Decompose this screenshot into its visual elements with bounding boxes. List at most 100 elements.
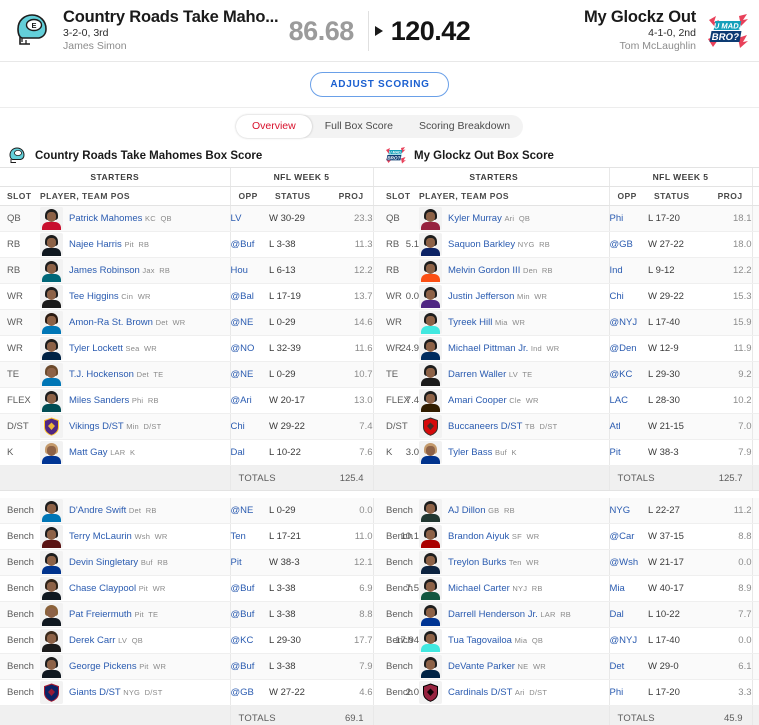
row-opponent[interactable]: @Buf [229, 601, 269, 628]
row-player[interactable]: Chase Claypool Pit WR [40, 575, 230, 602]
table-row[interactable]: D/ST Buccaneers D/ST TB D/ST Atl W 21-15… [379, 413, 759, 440]
table-row[interactable]: TE T.J. Hockenson Det TE @NE L 0-29 10.7… [0, 361, 420, 388]
table-row[interactable]: FLEX Amari Cooper Cle WR LAC L 28-30 10.… [379, 387, 759, 414]
table-row[interactable]: Bench DeVante Parker NE WR Det W 29-0 6.… [379, 653, 759, 680]
row-opponent[interactable]: @GB [229, 679, 269, 706]
table-row[interactable]: K Tyler Bass Buf K Pit W 38-3 7.9 7.0 [379, 439, 759, 466]
row-opponent[interactable]: Phi [608, 679, 648, 706]
table-row[interactable]: WR Amon-Ra St. Brown Det WR @NE L 0-29 1… [0, 309, 420, 336]
row-opponent[interactable]: @GB [608, 231, 648, 258]
row-opponent[interactable]: @Buf [229, 575, 269, 602]
row-opponent[interactable]: @KC [608, 361, 648, 388]
adjust-scoring-button[interactable]: ADJUST SCORING [310, 72, 449, 97]
row-opponent[interactable]: @NYJ [608, 309, 648, 336]
row-player[interactable]: George Pickens Pit WR [40, 653, 230, 680]
table-row[interactable]: WR Justin Jefferson Min WR Chi W 29-22 1… [379, 283, 759, 310]
tab-scoring-breakdown[interactable]: Scoring Breakdown [418, 119, 511, 132]
player-name[interactable]: Tee Higgins [69, 291, 119, 302]
player-name[interactable]: D'Andre Swift [69, 504, 127, 516]
table-row[interactable]: Bench Tua Tagovailoa Mia QB @NYJ L 17-40… [379, 627, 759, 654]
player-name[interactable]: Chase Claypool [69, 583, 137, 594]
player-name[interactable]: Darren Waller [448, 369, 507, 380]
player-name[interactable]: George Pickens [69, 661, 137, 672]
player-name[interactable]: Michael Carter [448, 583, 510, 594]
player-name[interactable]: Justin Jefferson [448, 291, 515, 302]
row-player[interactable]: Vikings D/ST Min D/ST [40, 413, 230, 440]
row-opponent[interactable]: @Car [608, 523, 648, 550]
row-opponent[interactable]: @Wsh [608, 549, 648, 576]
table-row[interactable]: Bench Michael Carter NYJ RB Mia W 40-17 … [379, 575, 759, 602]
player-name[interactable]: Devin Singletary [69, 557, 139, 568]
row-player[interactable]: DeVante Parker NE WR [419, 653, 609, 680]
table-row[interactable]: WR Michael Pittman Jr. Ind WR @Den W 12-… [379, 335, 759, 362]
row-player[interactable]: Miles Sanders Phi RB [40, 387, 230, 414]
table-row[interactable]: FLEX Miles Sanders Phi RB @Ari W 20-17 1… [0, 387, 420, 414]
table-row[interactable]: Bench D'Andre Swift Det RB @NE L 0-29 0.… [0, 497, 420, 524]
player-name[interactable]: Darrell Henderson Jr. [448, 609, 538, 620]
row-player[interactable]: Tyler Lockett Sea WR [40, 335, 230, 362]
player-name[interactable]: Vikings D/ST [69, 421, 124, 432]
row-opponent[interactable]: @Den [608, 335, 648, 362]
table-row[interactable]: RB Najee Harris Pit RB @Buf L 3-38 11.3 … [0, 231, 420, 258]
player-name[interactable]: Miles Sanders [69, 395, 130, 406]
player-name[interactable]: Amon-Ra St. Brown [69, 317, 153, 328]
table-row[interactable]: QB Kyler Murray Ari QB Phi L 17-20 18.1 … [379, 205, 759, 232]
row-opponent[interactable]: Mia [608, 575, 648, 602]
row-opponent[interactable]: NYG [608, 497, 648, 524]
row-opponent[interactable]: @Buf [229, 653, 269, 680]
row-opponent[interactable]: Atl [608, 413, 648, 440]
row-player[interactable]: Amari Cooper Cle WR [419, 387, 609, 414]
player-name[interactable]: Michael Pittman Jr. [448, 343, 529, 354]
player-name[interactable]: Tua Tagovailoa [448, 635, 512, 646]
row-opponent[interactable]: Hou [229, 257, 269, 284]
row-player[interactable]: AJ Dillon GB RB [419, 497, 609, 524]
row-opponent[interactable]: Pit [229, 549, 269, 576]
row-player[interactable]: Michael Pittman Jr. Ind WR [419, 335, 609, 362]
row-player[interactable]: Kyler Murray Ari QB [419, 205, 609, 232]
row-player[interactable]: Terry McLaurin Wsh WR [40, 523, 230, 550]
table-row[interactable]: QB Patrick Mahomes KC QB LV W 30-29 23.3… [0, 205, 420, 232]
away-team-block[interactable]: E Country Roads Take Maho... 3-2-0, 3rd … [8, 8, 380, 53]
row-opponent[interactable]: Chi [229, 413, 269, 440]
player-name[interactable]: Terry McLaurin [69, 531, 132, 542]
player-name[interactable]: Saquon Barkley [448, 239, 516, 250]
player-name[interactable]: T.J. Hockenson [69, 369, 134, 380]
row-player[interactable]: Amon-Ra St. Brown Det WR [40, 309, 230, 336]
table-row[interactable]: Bench Brandon Aiyuk SF WR @Car W 37-15 8… [379, 523, 759, 550]
player-name[interactable]: Tyreek Hill [448, 317, 493, 328]
row-player[interactable]: Buccaneers D/ST TB D/ST [419, 413, 609, 440]
table-row[interactable]: Bench Chase Claypool Pit WR @Buf L 3-38 … [0, 575, 420, 602]
row-opponent[interactable]: @NYJ [608, 627, 648, 654]
row-player[interactable]: Pat Freiermuth Pit TE [40, 601, 230, 628]
table-row[interactable]: Bench Derek Carr LV QB @KC L 29-30 17.7 … [0, 627, 420, 654]
table-row[interactable]: WR Tyler Lockett Sea WR @NO L 32-39 11.6… [0, 335, 420, 362]
row-opponent[interactable]: @Bal [229, 283, 269, 310]
player-name[interactable]: DeVante Parker [448, 661, 515, 672]
row-player[interactable]: James Robinson Jax RB [40, 257, 230, 284]
row-opponent[interactable]: Chi [608, 283, 648, 310]
player-name[interactable]: Tyler Lockett [69, 343, 123, 354]
table-row[interactable]: Bench Pat Freiermuth Pit TE @Buf L 3-38 … [0, 601, 420, 628]
row-opponent[interactable]: Det [608, 653, 648, 680]
row-player[interactable]: Tyreek Hill Mia WR [419, 309, 609, 336]
row-player[interactable]: Devin Singletary Buf RB [40, 549, 230, 576]
table-row[interactable]: Bench Devin Singletary Buf RB Pit W 38-3… [0, 549, 420, 576]
row-opponent[interactable]: Pit [608, 439, 648, 466]
row-player[interactable]: Matt Gay LAR K [40, 439, 230, 466]
row-opponent[interactable]: LV [229, 205, 269, 232]
player-name[interactable]: Pat Freiermuth [69, 609, 132, 620]
player-name[interactable]: James Robinson [69, 265, 140, 276]
player-name[interactable]: Brandon Aiyuk [448, 531, 510, 542]
table-row[interactable]: RB Saquon Barkley NYG RB @GB W 27-22 18.… [379, 231, 759, 258]
table-row[interactable]: RB Melvin Gordon III Den RB Ind L 9-12 1… [379, 257, 759, 284]
table-row[interactable]: WR Tyreek Hill Mia WR @NYJ L 17-40 15.9 … [379, 309, 759, 336]
player-name[interactable]: Kyler Murray [448, 213, 502, 224]
row-player[interactable]: Justin Jefferson Min WR [419, 283, 609, 310]
row-player[interactable]: T.J. Hockenson Det TE [40, 361, 230, 388]
row-player[interactable]: Patrick Mahomes KC QB [40, 205, 230, 232]
table-row[interactable]: TE Darren Waller LV TE @KC L 29-30 9.2 0… [379, 361, 759, 388]
row-opponent[interactable]: Dal [229, 439, 269, 466]
row-player[interactable]: Derek Carr LV QB [40, 627, 230, 654]
row-player[interactable]: Tee Higgins Cin WR [40, 283, 230, 310]
row-player[interactable]: Treylon Burks Ten WR [419, 549, 609, 576]
